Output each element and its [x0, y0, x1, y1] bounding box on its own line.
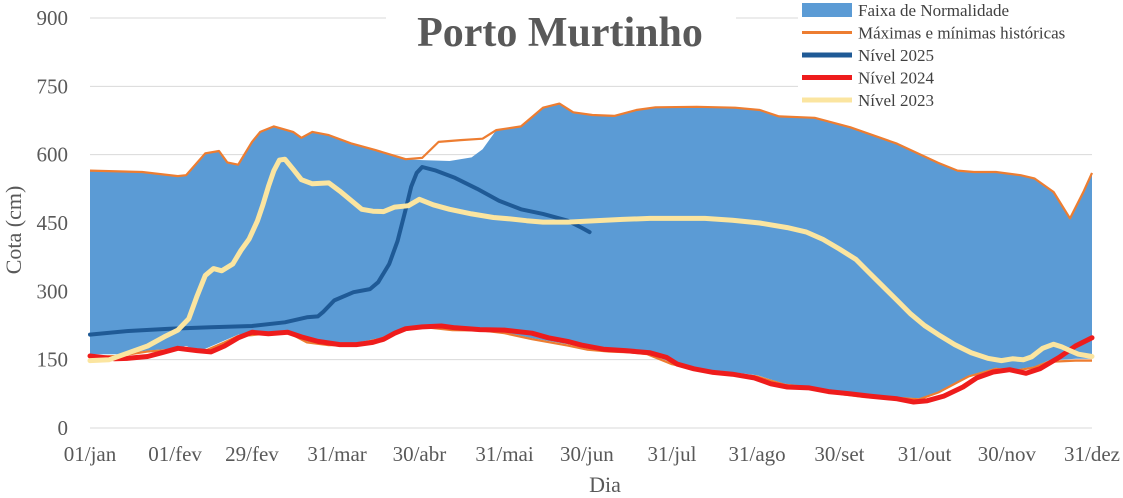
- x-tick-label: 31/mar: [307, 442, 366, 466]
- x-tick-label: 30/nov: [978, 442, 1037, 466]
- x-tick-label: 31/out: [898, 442, 952, 466]
- x-tick-label: 30/jun: [560, 442, 614, 466]
- legend-label: Máximas e mínimas históricas: [858, 24, 1065, 43]
- legend: Faixa de Normalidade Máximas e mínimas hi…: [798, 0, 1123, 112]
- normality-band-area: [90, 103, 1092, 399]
- historical-max-line: [89, 102, 1094, 220]
- level-2023-line: [87, 156, 1095, 364]
- legend-label: Nível 2024: [858, 69, 935, 88]
- y-axis-ticks: 0 150 300 450 600 750 900: [37, 6, 69, 440]
- y-tick-label: 150: [37, 348, 69, 372]
- y-axis-title: Cota (cm): [1, 186, 26, 275]
- x-tick-label: 29/fev: [225, 442, 279, 466]
- x-tick-label: 30/set: [814, 442, 864, 466]
- legend-label: Nível 2025: [858, 46, 934, 65]
- x-tick-label: 01/jan: [64, 442, 117, 466]
- legend-swatch: [802, 3, 852, 17]
- x-tick-label: 01/fev: [148, 442, 202, 466]
- y-tick-label: 450: [37, 211, 69, 235]
- y-tick-label: 900: [37, 6, 69, 30]
- title-background: [386, 8, 736, 58]
- level-2025-line: [88, 165, 592, 337]
- y-tick-label: 0: [58, 416, 69, 440]
- x-axis-ticks: 01/jan 01/fev 29/fev 31/mar 30/abr 31/mai 30/j…: [64, 442, 1120, 466]
- x-tick-label: 31/mai: [475, 442, 533, 466]
- x-tick-label: 30/abr: [393, 442, 447, 466]
- historical-min-line: [89, 325, 1092, 401]
- legend-label: Nível 2023: [858, 91, 934, 110]
- legend-label: Faixa de Normalidade: [858, 1, 1009, 20]
- x-tick-label: 31/dez: [1064, 442, 1120, 466]
- y-tick-label: 300: [37, 279, 69, 303]
- legend-background: [798, 0, 1123, 112]
- y-tick-label: 750: [37, 74, 69, 98]
- chart-title: Porto Murtinho: [417, 10, 703, 56]
- normality-band: [90, 103, 1092, 399]
- x-axis-title: Dia: [589, 472, 621, 497]
- x-tick-label: 31/jul: [647, 442, 696, 466]
- y-tick-label: 600: [37, 143, 69, 167]
- x-tick-label: 31/ago: [729, 442, 786, 466]
- series-lines: [87, 102, 1095, 405]
- level-2024-line: [87, 323, 1095, 405]
